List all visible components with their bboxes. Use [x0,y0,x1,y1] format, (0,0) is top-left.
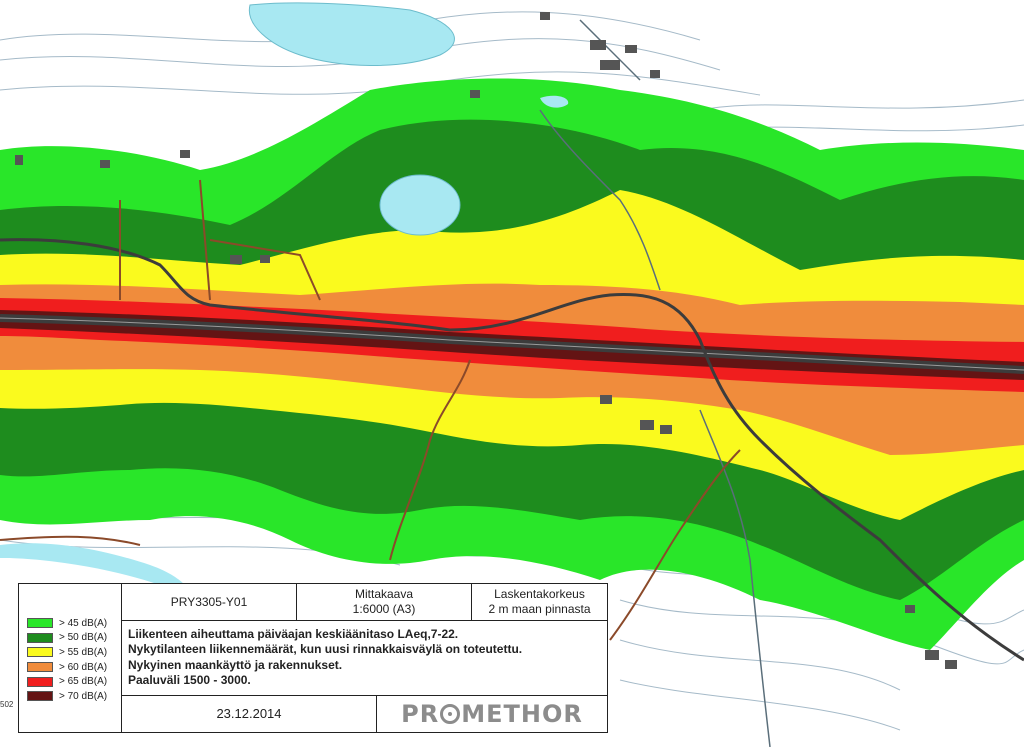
legend-swatch [27,676,53,687]
edge-label: 502 [0,700,14,709]
legend-label: > 65 dB(A) [59,676,108,688]
lake-small [540,95,569,108]
legend-swatch [27,662,53,673]
description-line: Paaluväli 1500 - 3000. [128,673,251,688]
description-line: Liikenteen aiheuttama päiväajan keskiään… [128,627,459,641]
legend-label: > 55 dB(A) [59,646,108,658]
parallel-road [0,238,1024,662]
scale-value: 1:6000 (A3) [352,602,416,616]
logo-o-icon [440,704,461,724]
legend-item: > 55 dB(A) [27,645,121,660]
logo-right-text: METHOR [461,700,583,728]
calculation-height-cell: Laskentakorkeus 2 m maan pinnasta [472,584,607,621]
legend-item: > 50 dB(A) [27,631,121,646]
river-sw [0,543,185,585]
scale-label: Mittakaava [354,587,414,601]
lake-north [248,2,455,66]
description-line: Nykyinen maankäyttö ja rakennukset. [128,657,343,672]
logo-text: PR METHOR [401,700,583,728]
legend-label: > 60 dB(A) [59,661,108,673]
legend-label: > 45 dB(A) [59,617,108,629]
legend-item: > 45 dB(A) [27,616,121,631]
legend-item: > 60 dB(A) [27,660,121,675]
legend-item: > 70 dB(A) [27,689,121,704]
boundary-lines [0,179,741,641]
legend-swatch [27,632,53,643]
logo-left-text: PR [401,700,440,728]
legend-swatch [27,618,53,629]
company-logo: PR METHOR [377,696,607,732]
legend-item: > 65 dB(A) [27,674,121,689]
map-date: 23.12.2014 [122,696,377,732]
map-description: Liikenteen aiheuttama päiväajan keskiään… [122,621,607,696]
legend-label: > 70 dB(A) [59,690,108,702]
local-roads [539,19,771,747]
legend-swatch [27,647,53,658]
height-label: Laskentakorkeus [494,587,585,601]
legend-label: > 50 dB(A) [59,632,108,644]
scale-cell: Mittakaava 1:6000 (A3) [297,584,472,621]
description-line: Nykytilanteen liikennemäärät, kun uusi r… [128,642,523,657]
buildings [15,12,957,669]
project-code: PRY3305-Y01 [122,584,297,621]
legend: > 45 dB(A) > 50 dB(A) > 55 dB(A) > 60 dB… [19,584,122,732]
title-block: > 45 dB(A) > 50 dB(A) > 55 dB(A) > 60 dB… [18,583,608,733]
height-value: 2 m maan pinnasta [488,602,591,616]
lake-middle [379,174,461,236]
legend-swatch [27,691,53,702]
